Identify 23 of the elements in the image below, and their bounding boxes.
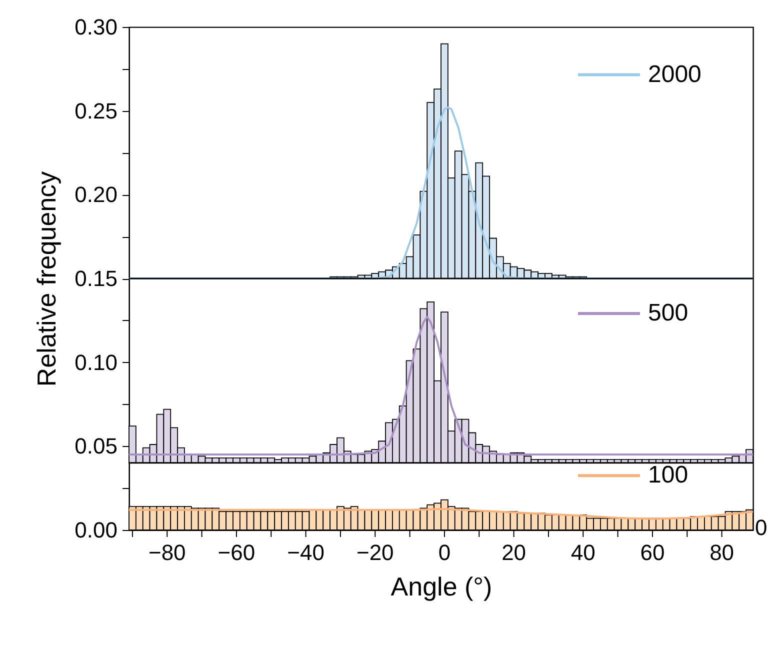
y-tick-label: 0.10 bbox=[74, 350, 118, 375]
legend-label: 100 bbox=[648, 462, 688, 489]
x-tick-label: −20 bbox=[356, 540, 394, 565]
y-tick-label: 0.30 bbox=[74, 14, 118, 40]
x-tick-label: 0 bbox=[438, 540, 451, 565]
y-tick-label: 0.20 bbox=[74, 182, 118, 208]
x-tick-label: 80 bbox=[710, 540, 734, 565]
y-tick-label: 0.05 bbox=[74, 434, 118, 459]
legend-label: 500 bbox=[648, 300, 688, 327]
x-tick-label: −60 bbox=[218, 540, 256, 565]
x-axis-title: Angle (°) bbox=[390, 572, 492, 602]
x-tick-label: −80 bbox=[148, 540, 186, 565]
x-tick-label: 20 bbox=[502, 540, 526, 565]
y-tick-label: 0.00 bbox=[74, 518, 118, 542]
text: 0 bbox=[755, 515, 768, 540]
x-tick-label: 60 bbox=[640, 540, 665, 565]
y-axis-title: Relative frequency bbox=[32, 171, 62, 387]
y-tick-label: 0.15 bbox=[74, 266, 118, 291]
y-tick-label: 0.25 bbox=[74, 98, 118, 124]
x-tick-label: 40 bbox=[570, 540, 596, 565]
line-series bbox=[129, 508, 753, 520]
legend-label: 2000 bbox=[648, 60, 702, 88]
x-tick-label: −40 bbox=[287, 540, 324, 565]
